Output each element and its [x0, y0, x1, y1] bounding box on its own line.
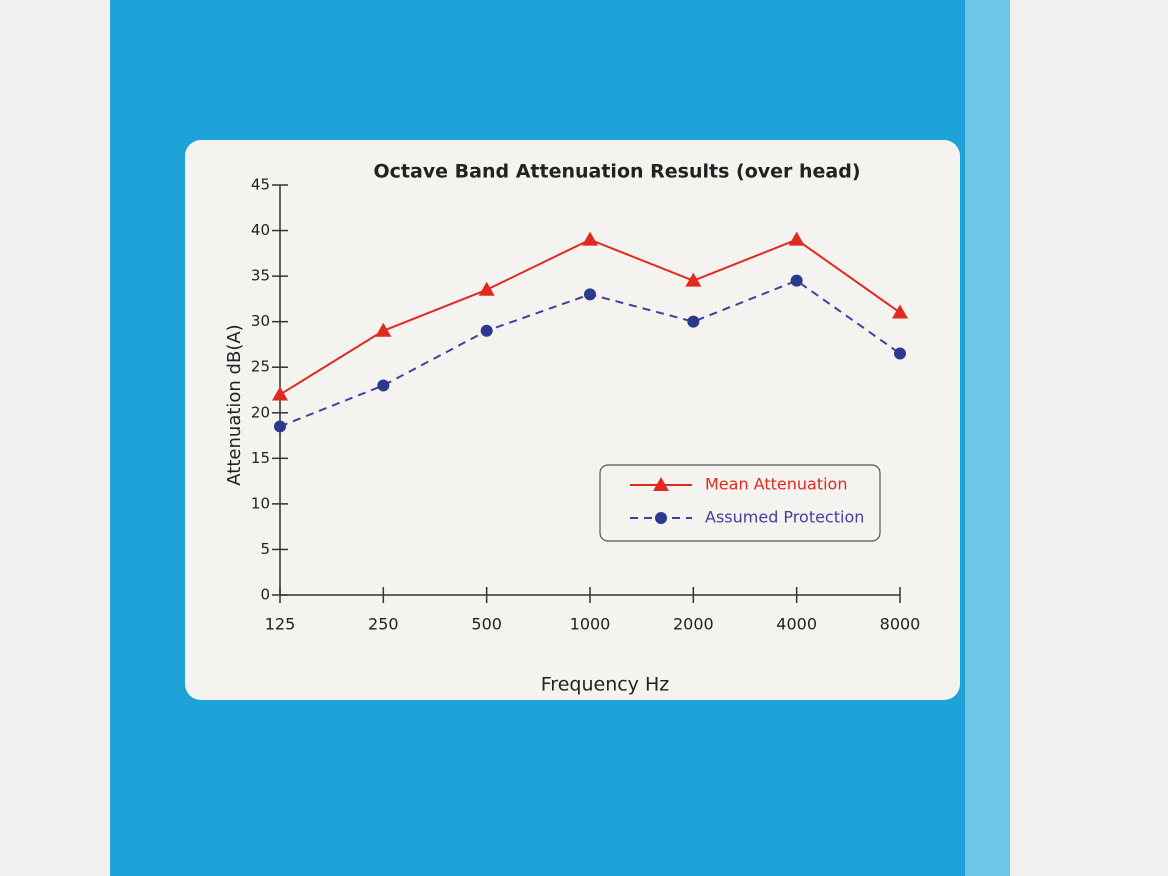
glare	[965, 0, 1010, 876]
data-point	[584, 288, 596, 301]
data-point	[272, 386, 288, 401]
data-point	[788, 231, 805, 246]
legend-marker	[655, 512, 667, 524]
data-point	[894, 347, 906, 360]
data-point	[274, 420, 286, 433]
y-tick-label: 40	[251, 221, 270, 239]
x-tick-label: 1000	[570, 615, 611, 634]
y-tick-label: 10	[251, 494, 270, 512]
data-point	[790, 274, 803, 287]
y-tick-label: 5	[260, 540, 270, 558]
card	[185, 140, 960, 700]
x-tick-label: 500	[471, 615, 502, 634]
data-point	[375, 322, 392, 337]
data-point	[582, 231, 598, 246]
x-axis-label: Frequency Hz	[541, 674, 669, 696]
data-point	[478, 281, 495, 296]
data-point	[687, 315, 700, 328]
legend-marker	[653, 477, 669, 491]
data-point	[685, 272, 702, 287]
y-tick-label: 35	[251, 267, 270, 285]
y-tick-label: 20	[251, 403, 270, 421]
y-tick-label: 0	[260, 586, 270, 604]
x-tick-label: 125	[265, 615, 296, 634]
y-tick-label: 45	[251, 176, 270, 194]
chart-title: Octave Band Attenuation Results (over he…	[373, 161, 860, 183]
legend-box	[599, 464, 881, 542]
legend-label: Mean Attenuation	[705, 475, 847, 494]
x-tick-label: 8000	[880, 615, 921, 634]
x-tick-label: 4000	[776, 615, 817, 634]
y-tick-label: 30	[251, 312, 270, 330]
data-point	[892, 304, 908, 319]
data-point	[480, 324, 493, 337]
y-tick-label: 15	[251, 449, 270, 467]
x-tick-label: 250	[368, 615, 399, 634]
x-tick-label: 2000	[673, 615, 714, 634]
legend-label: Assumed Protection	[705, 508, 864, 527]
data-point	[377, 379, 390, 392]
y-tick-label: 25	[251, 358, 270, 376]
y-axis-label: Attenuation dB(A)	[224, 324, 245, 485]
